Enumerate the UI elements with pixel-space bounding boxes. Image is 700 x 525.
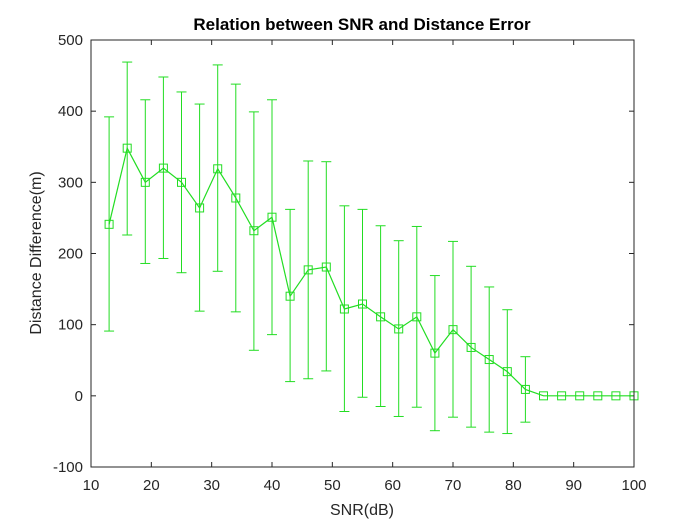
data-point-marker	[321, 262, 331, 272]
data-point-marker	[448, 325, 458, 335]
error-bars	[104, 61, 531, 435]
y-axis-label: Distance Difference(m)	[28, 171, 45, 334]
data-point-marker	[412, 312, 422, 322]
x-axis-label: SNR(dB)	[330, 502, 394, 519]
x-tick-label: 10	[83, 477, 100, 494]
data-point-marker	[158, 163, 168, 173]
y-tick-label: 300	[58, 174, 83, 191]
x-tick-label: 60	[384, 477, 401, 494]
data-point-marker	[466, 342, 476, 352]
data-point-marker	[593, 391, 603, 401]
x-tick-label: 90	[565, 477, 582, 494]
data-point-marker	[140, 177, 150, 187]
x-tick-label: 80	[505, 477, 522, 494]
x-tick-label: 20	[143, 477, 160, 494]
data-point-marker	[575, 391, 585, 401]
data-point-marker	[611, 391, 621, 401]
y-tick-label: 100	[58, 317, 83, 334]
tick-labels: 10 20 30 40 50 60 70 80 90 100 -100 0 100 200 300 400 50…	[53, 32, 647, 494]
data-point-marker	[339, 304, 349, 314]
y-tick-label: 200	[58, 246, 83, 263]
data-point-marker	[177, 177, 186, 187]
y-tick-label: 500	[58, 32, 83, 49]
data-point-marker	[520, 384, 530, 394]
chart-title: Relation between SNR and Distance Error	[193, 15, 531, 34]
data-point-marker	[104, 219, 114, 229]
data-point-marker	[430, 348, 440, 358]
x-tick-label: 30	[203, 477, 220, 494]
data-point-marker	[358, 299, 367, 309]
data-point-marker	[484, 355, 494, 365]
plot-frame	[90, 39, 635, 468]
data-point-marker	[539, 391, 548, 401]
data-point-marker	[249, 226, 259, 236]
data-point-marker	[267, 212, 277, 222]
y-tick-label: 0	[75, 388, 83, 405]
data-point-marker	[394, 324, 404, 334]
data-point-marker	[231, 193, 241, 203]
x-tick-label: 50	[324, 477, 341, 494]
data-point-marker	[303, 265, 313, 275]
x-tick-label: 70	[445, 477, 462, 494]
data-point-marker	[376, 312, 386, 322]
data-point-marker	[122, 143, 132, 153]
data-point-marker	[285, 291, 295, 301]
x-tick-label: 40	[264, 477, 281, 494]
y-tick-label: 400	[58, 103, 83, 120]
x-tick-label: 100	[621, 477, 646, 494]
data-point-marker	[195, 203, 205, 213]
y-tick-label: -100	[53, 459, 83, 476]
data-markers	[104, 143, 639, 401]
data-point-marker	[213, 164, 223, 174]
data-point-marker	[557, 391, 567, 401]
data-point-marker	[502, 367, 512, 377]
